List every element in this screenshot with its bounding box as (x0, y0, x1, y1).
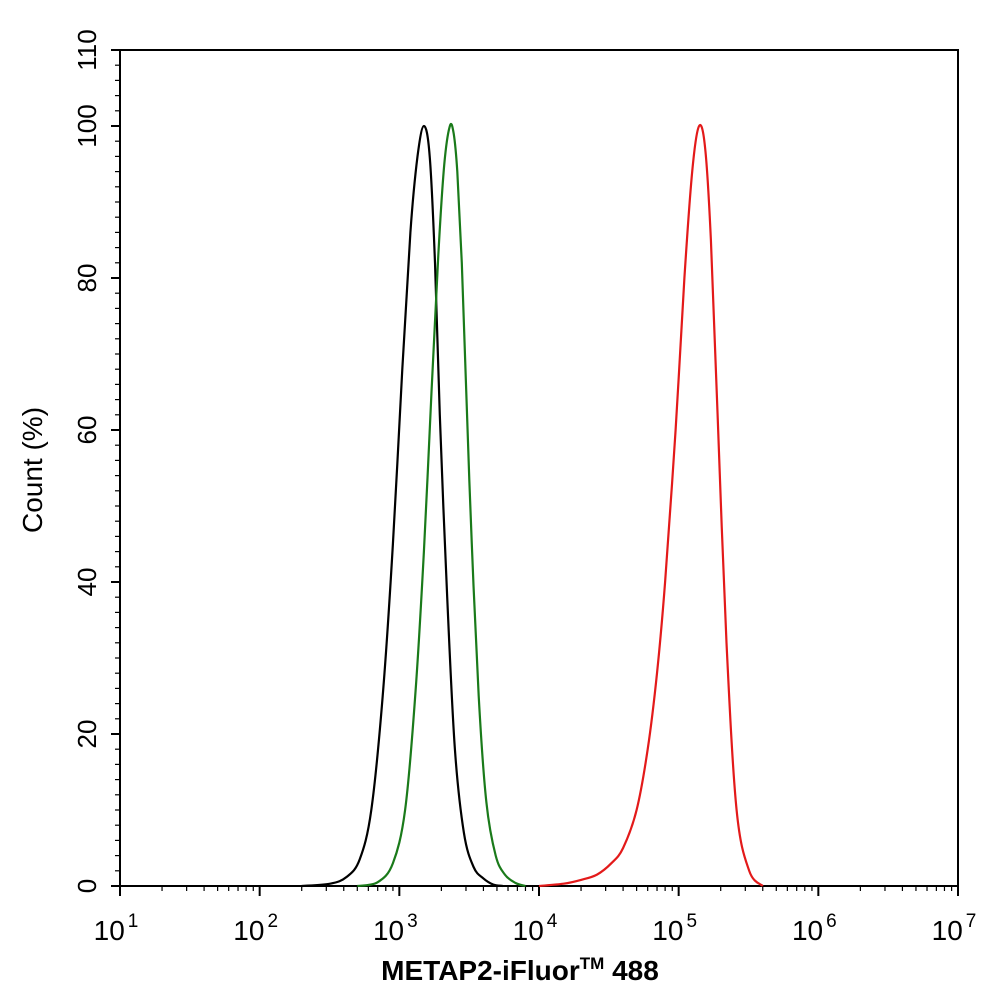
y-tick-label: 110 (72, 29, 102, 70)
y-tick-label: 80 (72, 264, 102, 293)
y-tick-label: 20 (72, 720, 102, 749)
y-tick-label: 60 (72, 416, 102, 445)
x-tick-label: 10 5 (652, 911, 697, 946)
series-line-2 (357, 122, 526, 888)
y-tick-label: 40 (72, 568, 102, 597)
x-axis-label-suffix: 488 (604, 955, 659, 986)
x-tick-labels: 10 1 10 2 10 3 10 4 10 5 10 6 10 7 (94, 911, 977, 946)
x-major-ticks (119, 886, 959, 896)
series-layer (301, 122, 764, 888)
y-minor-ticks (115, 49, 120, 887)
plot-area-frame (119, 49, 959, 887)
y-tick-labels: 0 20 40 60 80 100 110 (72, 29, 102, 893)
x-minor-ticks (161, 886, 953, 891)
y-tick-label: 0 (72, 879, 102, 893)
x-tick-label: 10 2 (233, 911, 278, 946)
series-line-1 (301, 124, 503, 888)
x-tick-label: 10 1 (94, 911, 139, 946)
x-axis-label-main: METAP2-iFluor (381, 955, 580, 986)
x-tick-label: 10 6 (792, 911, 837, 946)
x-tick-label: 10 7 (932, 911, 977, 946)
series-line-3 (538, 124, 764, 888)
x-axis-label-sup: TM (580, 954, 605, 973)
x-tick-label: 10 4 (513, 911, 558, 946)
y-major-ticks (111, 49, 120, 887)
x-axis-label: METAP2-iFluorTM 488 (381, 954, 659, 986)
y-tick-label: 100 (72, 104, 102, 147)
y-axis-label: Count (%) (17, 407, 48, 533)
x-tick-label: 10 3 (373, 911, 418, 946)
